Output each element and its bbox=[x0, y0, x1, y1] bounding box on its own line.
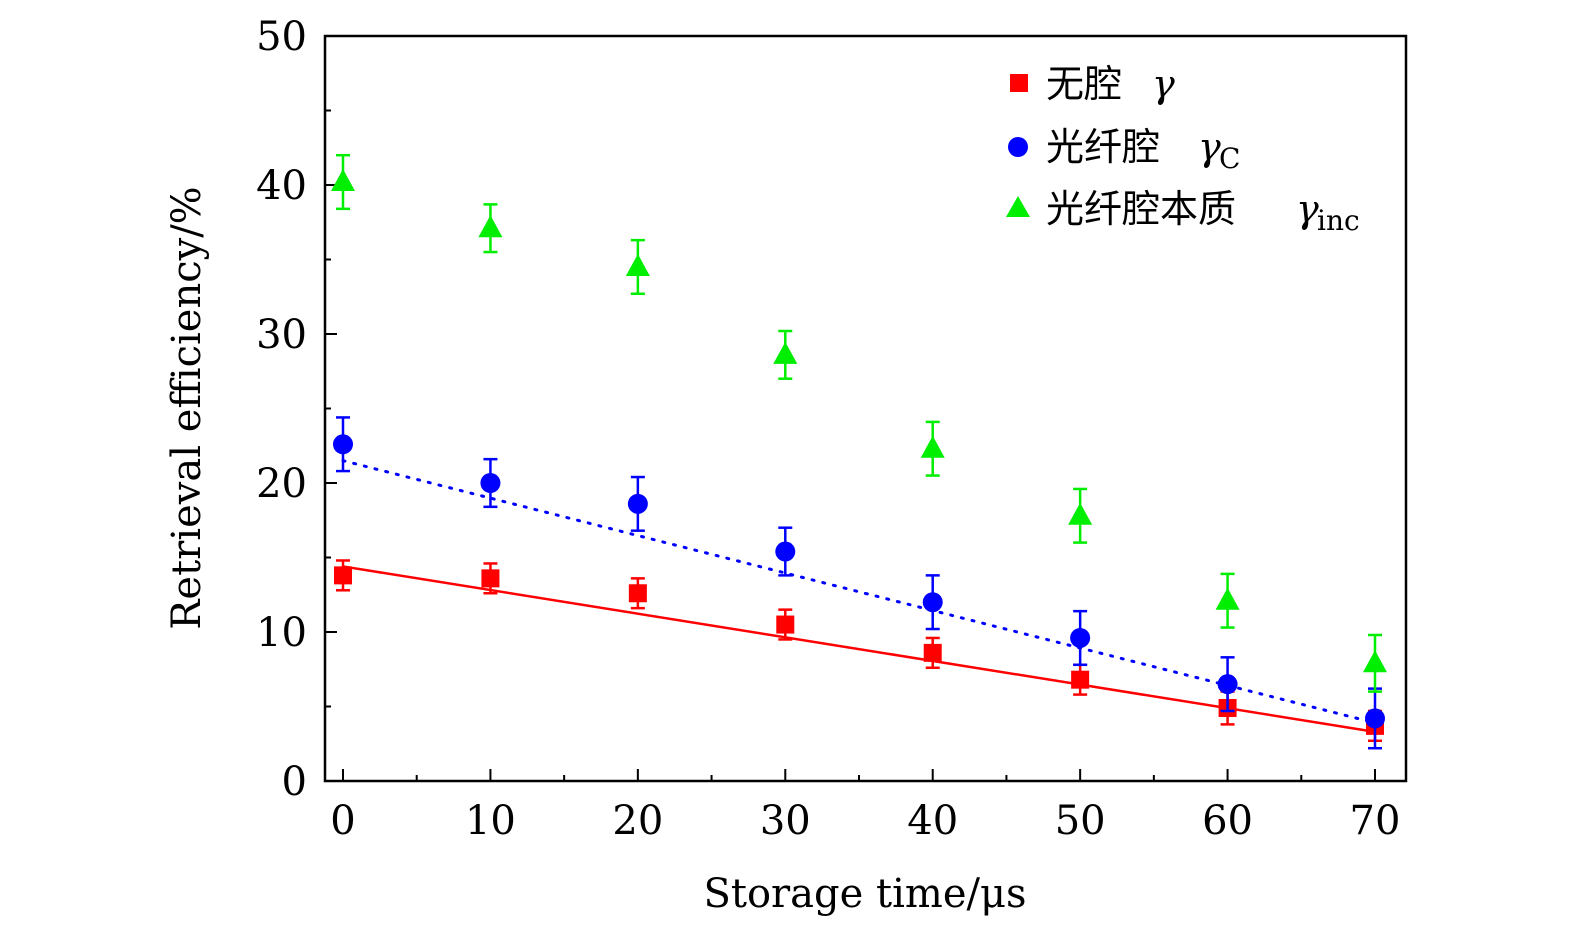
data-point bbox=[1068, 502, 1093, 525]
plot-frame bbox=[323, 34, 1408, 783]
y-tick-label: 50 bbox=[256, 14, 307, 60]
y-tick-label: 10 bbox=[256, 610, 307, 656]
data-point bbox=[1363, 650, 1387, 673]
data-points bbox=[331, 153, 1387, 750]
legend-symbol-1: γ bbox=[1152, 62, 1175, 106]
axis-ticks: 0 10 20 30 40 50 60 70 0 10 20 30 40 50 bbox=[256, 14, 1400, 844]
data-point bbox=[775, 541, 796, 562]
y-axis-label: Retrieval efficiency/% bbox=[164, 186, 210, 629]
legend-label-3: 光纤腔本质 bbox=[1046, 187, 1236, 231]
legend-marker-1 bbox=[1010, 74, 1028, 92]
data-point bbox=[773, 341, 798, 364]
x-tick-label: 40 bbox=[907, 798, 958, 844]
data-point bbox=[1217, 674, 1238, 695]
x-tick-label: 0 bbox=[330, 798, 355, 844]
data-point bbox=[776, 615, 795, 634]
data-point bbox=[478, 215, 503, 238]
data-point bbox=[481, 569, 500, 588]
legend-label-1: 无腔 bbox=[1046, 62, 1122, 106]
legend-subscript-3: inc bbox=[1317, 204, 1360, 237]
fit-line-2 bbox=[341, 459, 1377, 725]
data-point bbox=[923, 643, 942, 662]
x-tick-label: 10 bbox=[465, 798, 516, 844]
data-point bbox=[334, 566, 352, 585]
legend-symbol-2: γ bbox=[1198, 125, 1221, 169]
series-3 bbox=[331, 153, 1387, 693]
y-tick-label: 20 bbox=[256, 461, 307, 507]
legend-entry-2: 光纤腔 γ C bbox=[1008, 125, 1240, 175]
x-tick-label: 30 bbox=[760, 798, 811, 844]
data-point bbox=[625, 253, 650, 276]
fit-lines bbox=[341, 459, 1377, 734]
legend-subscript-2: C bbox=[1219, 142, 1240, 175]
data-point bbox=[331, 169, 355, 192]
legend-entry-1: 无腔 γ bbox=[1010, 62, 1175, 106]
legend-marker-3 bbox=[1006, 196, 1030, 217]
x-tick-label: 60 bbox=[1202, 798, 1253, 844]
data-point bbox=[480, 473, 501, 493]
legend-entry-3: 光纤腔本质 γ inc bbox=[1006, 187, 1360, 237]
data-point bbox=[628, 584, 647, 603]
y-tick-label: 0 bbox=[282, 759, 307, 805]
y-tick-label: 30 bbox=[256, 312, 307, 358]
x-tick-label: 50 bbox=[1055, 798, 1106, 844]
data-point bbox=[627, 493, 648, 514]
x-tick-label: 70 bbox=[1350, 798, 1401, 844]
data-point bbox=[1071, 670, 1090, 689]
legend-marker-2 bbox=[1008, 137, 1028, 157]
data-point bbox=[1070, 627, 1091, 648]
data-point bbox=[1365, 708, 1385, 729]
y-tick-label: 40 bbox=[256, 163, 307, 209]
legend-symbol-3: γ bbox=[1296, 187, 1319, 231]
legend: 无腔 γ 光纤腔 γ C 光纤腔本质 γ inc bbox=[1006, 62, 1360, 237]
data-point bbox=[922, 592, 943, 613]
x-tick-label: 20 bbox=[612, 798, 663, 844]
data-point bbox=[333, 434, 353, 455]
data-point bbox=[1215, 587, 1240, 610]
fit-line-1 bbox=[342, 565, 1376, 734]
data-point bbox=[920, 435, 945, 458]
x-axis-label: Storage time/μs bbox=[704, 871, 1027, 917]
legend-label-2: 光纤腔 bbox=[1046, 125, 1160, 169]
